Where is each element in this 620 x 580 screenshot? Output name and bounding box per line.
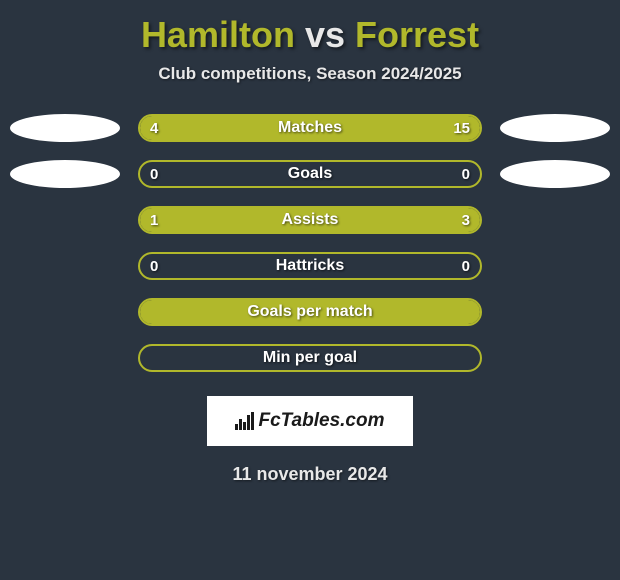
stat-label: Assists bbox=[140, 208, 480, 232]
comparison-card: Hamilton vs Forrest Club competitions, S… bbox=[0, 0, 620, 485]
logo-text: FcTables.com bbox=[258, 410, 384, 432]
stat-bar: 415Matches bbox=[138, 114, 482, 142]
stat-bar: Goals per match bbox=[138, 298, 482, 326]
stat-label: Matches bbox=[140, 116, 480, 140]
player2-photo bbox=[500, 114, 610, 142]
page-title: Hamilton vs Forrest bbox=[141, 14, 479, 56]
stats-area: 415Matches 00Goals 13Assists 00Hattricks Goa… bbox=[10, 114, 610, 390]
stat-label: Hattricks bbox=[140, 254, 480, 278]
player1-name: Hamilton bbox=[141, 14, 295, 55]
stat-label: Goals per match bbox=[140, 300, 480, 324]
stat-row: Goals per match bbox=[10, 298, 610, 326]
stat-label: Goals bbox=[140, 162, 480, 186]
logo-box: FcTables.com bbox=[207, 396, 413, 446]
vs-text: vs bbox=[305, 14, 345, 55]
subtitle: Club competitions, Season 2024/2025 bbox=[158, 64, 461, 84]
stat-bar: Min per goal bbox=[138, 344, 482, 372]
stat-label: Min per goal bbox=[140, 346, 480, 370]
player1-photo bbox=[10, 114, 120, 142]
stat-bar: 00Goals bbox=[138, 160, 482, 188]
chart-icon bbox=[235, 412, 254, 430]
stat-row: Min per goal bbox=[10, 344, 610, 372]
stat-bar: 00Hattricks bbox=[138, 252, 482, 280]
stat-row: 00Goals bbox=[10, 160, 610, 188]
logo: FcTables.com bbox=[235, 410, 384, 432]
stat-bar: 13Assists bbox=[138, 206, 482, 234]
player1-photo bbox=[10, 160, 120, 188]
player2-name: Forrest bbox=[355, 14, 479, 55]
stat-row: 415Matches bbox=[10, 114, 610, 142]
stat-row: 13Assists bbox=[10, 206, 610, 234]
stat-row: 00Hattricks bbox=[10, 252, 610, 280]
player2-photo bbox=[500, 160, 610, 188]
date: 11 november 2024 bbox=[232, 464, 387, 485]
